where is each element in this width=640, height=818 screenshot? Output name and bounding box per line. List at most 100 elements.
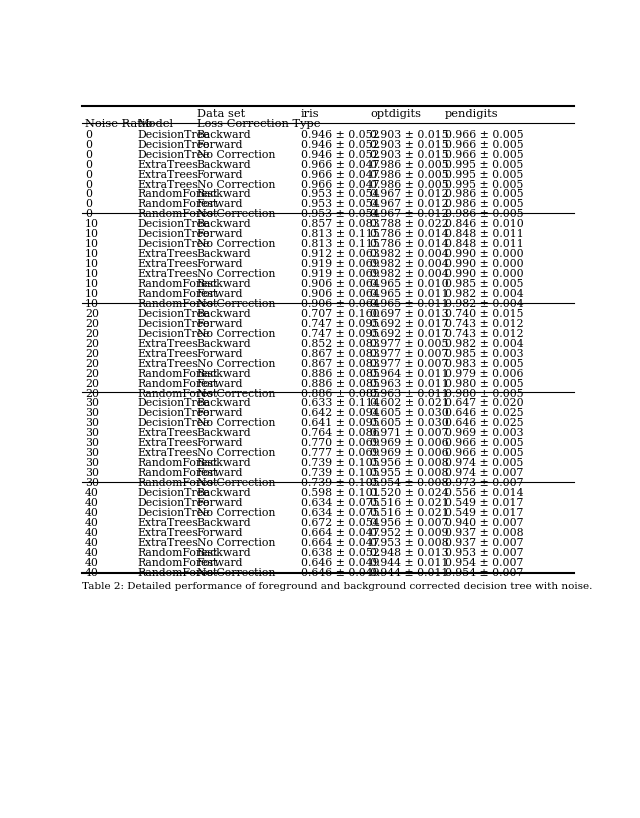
Text: 40: 40 <box>85 568 99 578</box>
Text: iris: iris <box>301 109 319 119</box>
Text: 40: 40 <box>85 508 99 518</box>
Text: ExtraTrees: ExtraTrees <box>137 339 198 348</box>
Text: DecisionTree: DecisionTree <box>137 229 209 240</box>
Text: DecisionTree: DecisionTree <box>137 488 209 498</box>
Text: Backward: Backward <box>196 398 251 408</box>
Text: ExtraTrees: ExtraTrees <box>137 249 198 259</box>
Text: 10: 10 <box>85 219 99 229</box>
Text: No Correction: No Correction <box>196 418 275 429</box>
Text: 0.634 ± 0.075: 0.634 ± 0.075 <box>301 508 380 518</box>
Text: 0.516 ± 0.021: 0.516 ± 0.021 <box>370 508 449 518</box>
Text: 0.672 ± 0.054: 0.672 ± 0.054 <box>301 518 380 528</box>
Text: 0.743 ± 0.012: 0.743 ± 0.012 <box>445 319 523 329</box>
Text: 0.952 ± 0.009: 0.952 ± 0.009 <box>370 528 449 538</box>
Text: 0.982 ± 0.004: 0.982 ± 0.004 <box>445 339 523 348</box>
Text: 0.743 ± 0.012: 0.743 ± 0.012 <box>445 329 523 339</box>
Text: 0.946 ± 0.052: 0.946 ± 0.052 <box>301 150 380 160</box>
Text: 0.977 ± 0.005: 0.977 ± 0.005 <box>370 339 449 348</box>
Text: 0.848 ± 0.011: 0.848 ± 0.011 <box>445 229 524 240</box>
Text: 0.598 ± 0.101: 0.598 ± 0.101 <box>301 488 380 498</box>
Text: 0.954 ± 0.007: 0.954 ± 0.007 <box>445 568 523 578</box>
Text: 0.966 ± 0.005: 0.966 ± 0.005 <box>445 448 523 458</box>
Text: Backward: Backward <box>196 369 251 379</box>
Text: 30: 30 <box>85 429 99 438</box>
Text: No Correction: No Correction <box>196 478 275 488</box>
Text: 0: 0 <box>85 209 92 219</box>
Text: 0.995 ± 0.005: 0.995 ± 0.005 <box>445 160 523 169</box>
Text: RandomForest: RandomForest <box>137 458 218 468</box>
Text: 0.964 ± 0.011: 0.964 ± 0.011 <box>370 369 449 379</box>
Text: 30: 30 <box>85 418 99 429</box>
Text: 0.944 ± 0.011: 0.944 ± 0.011 <box>370 558 449 568</box>
Text: RandomForest: RandomForest <box>137 369 218 379</box>
Text: RandomForest: RandomForest <box>137 558 218 568</box>
Text: 0.954 ± 0.008: 0.954 ± 0.008 <box>370 478 449 488</box>
Text: 0.642 ± 0.094: 0.642 ± 0.094 <box>301 408 380 419</box>
Text: 0.974 ± 0.005: 0.974 ± 0.005 <box>445 458 523 468</box>
Text: 10: 10 <box>85 289 99 299</box>
Text: 0.967 ± 0.012: 0.967 ± 0.012 <box>370 200 449 209</box>
Text: 0.966 ± 0.047: 0.966 ± 0.047 <box>301 160 380 169</box>
Text: 0.953 ± 0.008: 0.953 ± 0.008 <box>370 537 449 548</box>
Text: ExtraTrees: ExtraTrees <box>137 537 198 548</box>
Text: RandomForest: RandomForest <box>137 200 218 209</box>
Text: No Correction: No Correction <box>196 537 275 548</box>
Text: RandomForest: RandomForest <box>137 209 218 219</box>
Text: Forward: Forward <box>196 259 243 269</box>
Text: 0.641 ± 0.095: 0.641 ± 0.095 <box>301 418 380 429</box>
Text: 40: 40 <box>85 518 99 528</box>
Text: 0: 0 <box>85 130 92 140</box>
Text: 0.953 ± 0.054: 0.953 ± 0.054 <box>301 200 379 209</box>
Text: Forward: Forward <box>196 200 243 209</box>
Text: 0.966 ± 0.047: 0.966 ± 0.047 <box>301 169 380 180</box>
Text: ExtraTrees: ExtraTrees <box>137 348 198 359</box>
Text: 0.969 ± 0.006: 0.969 ± 0.006 <box>370 448 449 458</box>
Text: 0.857 ± 0.083: 0.857 ± 0.083 <box>301 219 380 229</box>
Text: 0.986 ± 0.005: 0.986 ± 0.005 <box>370 179 449 190</box>
Text: 0.764 ± 0.086: 0.764 ± 0.086 <box>301 429 380 438</box>
Text: 0.692 ± 0.017: 0.692 ± 0.017 <box>370 329 449 339</box>
Text: Forward: Forward <box>196 468 243 479</box>
Text: ExtraTrees: ExtraTrees <box>137 448 198 458</box>
Text: DecisionTree: DecisionTree <box>137 219 209 229</box>
Text: 0.995 ± 0.005: 0.995 ± 0.005 <box>445 169 523 180</box>
Text: 0.919 ± 0.069: 0.919 ± 0.069 <box>301 269 380 279</box>
Text: 0.647 ± 0.020: 0.647 ± 0.020 <box>445 398 523 408</box>
Text: DecisionTree: DecisionTree <box>137 319 209 329</box>
Text: 0.986 ± 0.005: 0.986 ± 0.005 <box>445 200 523 209</box>
Text: Forward: Forward <box>196 289 243 299</box>
Text: ExtraTrees: ExtraTrees <box>137 179 198 190</box>
Text: Backward: Backward <box>196 429 251 438</box>
Text: 30: 30 <box>85 408 99 419</box>
Text: 0.990 ± 0.000: 0.990 ± 0.000 <box>445 269 523 279</box>
Text: 0: 0 <box>85 150 92 160</box>
Text: 0.955 ± 0.008: 0.955 ± 0.008 <box>370 468 449 479</box>
Text: 40: 40 <box>85 537 99 548</box>
Text: Data set: Data set <box>196 109 245 119</box>
Text: 0.906 ± 0.064: 0.906 ± 0.064 <box>301 299 380 309</box>
Text: 0.848 ± 0.011: 0.848 ± 0.011 <box>445 239 524 249</box>
Text: 0.886 ± 0.085: 0.886 ± 0.085 <box>301 379 380 389</box>
Text: Backward: Backward <box>196 548 251 558</box>
Text: 0.605 ± 0.030: 0.605 ± 0.030 <box>370 408 449 419</box>
Text: 0.990 ± 0.000: 0.990 ± 0.000 <box>445 249 523 259</box>
Text: 0.946 ± 0.052: 0.946 ± 0.052 <box>301 130 380 140</box>
Text: 20: 20 <box>85 369 99 379</box>
Text: 0.747 ± 0.095: 0.747 ± 0.095 <box>301 329 379 339</box>
Text: No Correction: No Correction <box>196 299 275 309</box>
Text: 0.903 ± 0.015: 0.903 ± 0.015 <box>370 130 449 140</box>
Text: 0.982 ± 0.004: 0.982 ± 0.004 <box>445 299 523 309</box>
Text: 0.602 ± 0.021: 0.602 ± 0.021 <box>370 398 449 408</box>
Text: 0.867 ± 0.083: 0.867 ± 0.083 <box>301 348 380 359</box>
Text: 0.953 ± 0.054: 0.953 ± 0.054 <box>301 190 379 200</box>
Text: 0.982 ± 0.004: 0.982 ± 0.004 <box>370 259 449 269</box>
Text: DecisionTree: DecisionTree <box>137 329 209 339</box>
Text: 0.946 ± 0.052: 0.946 ± 0.052 <box>301 140 380 150</box>
Text: RandomForest: RandomForest <box>137 478 218 488</box>
Text: 0.965 ± 0.011: 0.965 ± 0.011 <box>370 299 449 309</box>
Text: 0.969 ± 0.003: 0.969 ± 0.003 <box>445 429 523 438</box>
Text: DecisionTree: DecisionTree <box>137 508 209 518</box>
Text: Backward: Backward <box>196 518 251 528</box>
Text: Backward: Backward <box>196 309 251 319</box>
Text: Forward: Forward <box>196 319 243 329</box>
